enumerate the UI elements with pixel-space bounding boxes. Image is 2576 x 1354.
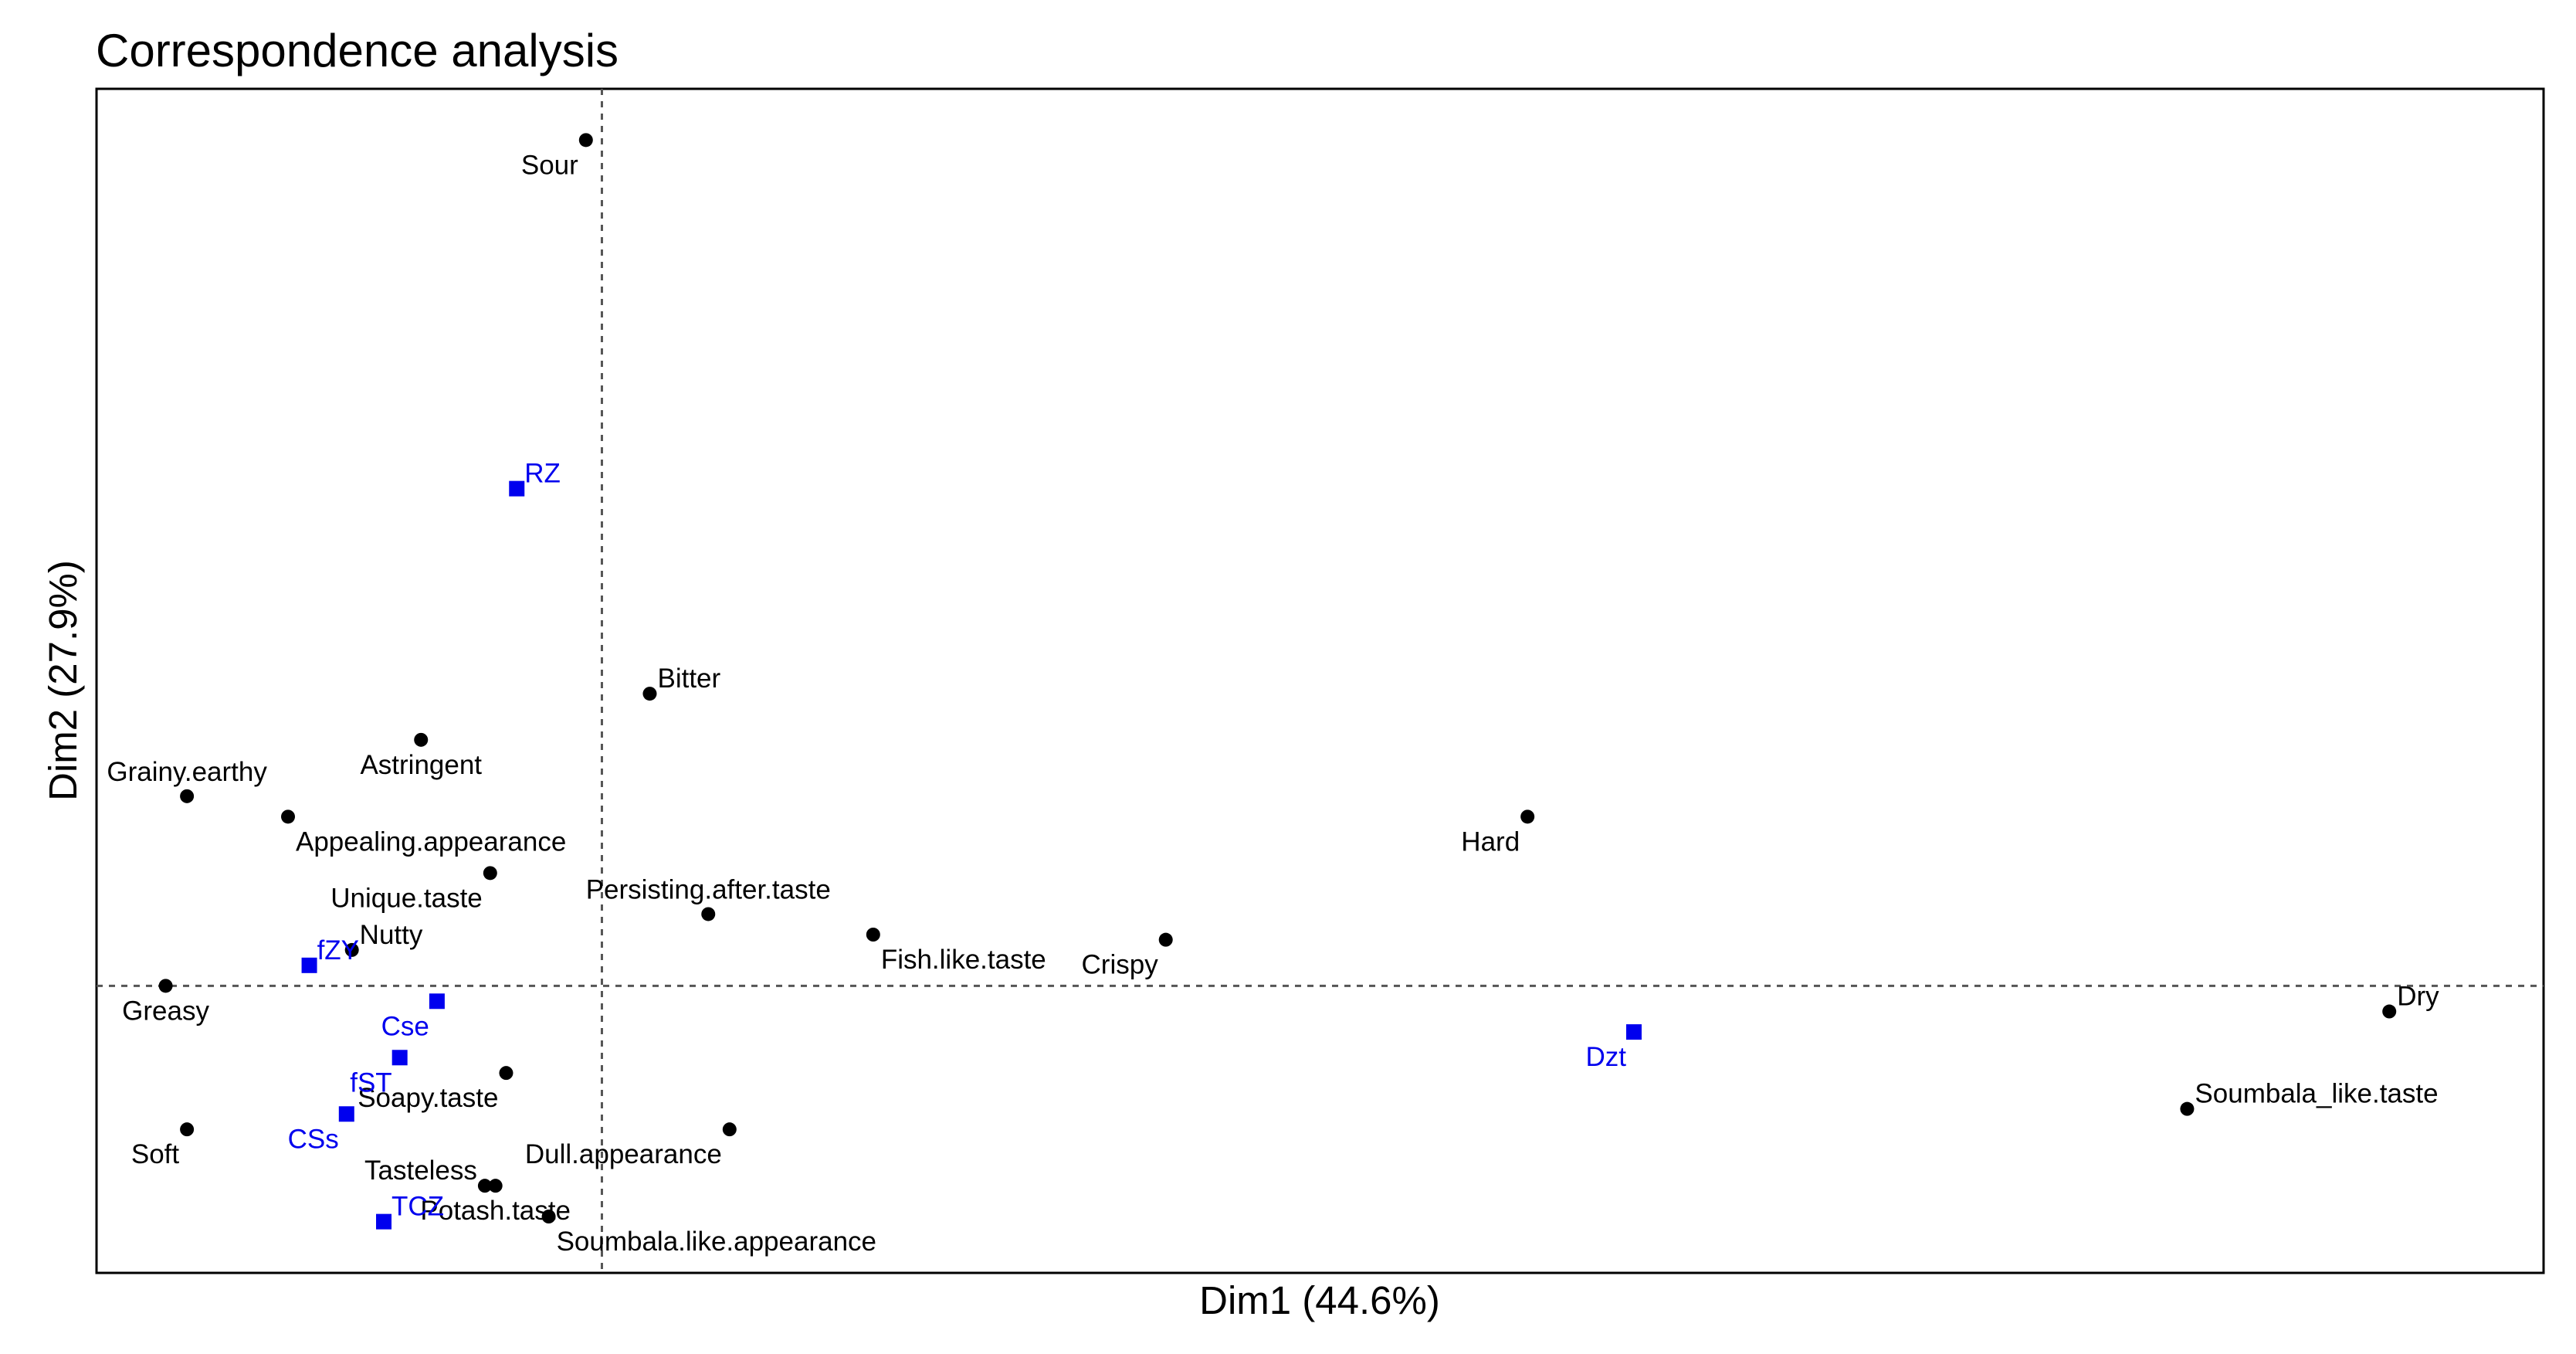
point-label-tasteless: Tasteless [364,1155,477,1186]
point-label-fzy: fZY [317,935,359,965]
point-appealing-appearance [281,809,296,824]
point-soapy-taste [499,1066,514,1081]
point-soumbala-like-appearance [541,1210,556,1223]
point-unique-taste [483,866,497,881]
point-crispy [1158,932,1173,947]
data-points: Sour Bitter Astringent Grainy.earthy Appeali… [107,133,2439,1257]
point-tasteless [477,1179,492,1193]
point-sour [578,133,593,148]
point-label-unique-taste: Unique.taste [330,883,483,913]
point-nutty [344,942,359,957]
plot-frame [95,87,2545,1274]
point-astringent [414,732,429,747]
point-label-astringent: Astringent [360,750,482,780]
point-hard [1520,809,1535,824]
point-potash-taste [488,1179,503,1193]
point-dry [2382,1004,2397,1019]
point-label-grainy-earthy: Grainy.earthy [107,757,267,787]
point-dull-appearance [722,1122,737,1137]
chart-title: Correspondence analysis [96,25,619,76]
point-label-rz: RZ [524,459,561,489]
point-dzt [1625,1024,1642,1040]
point-fst [391,1050,408,1066]
point-rz [509,480,525,497]
point-label-fish-like-taste: Fish.like.taste [881,945,1046,975]
point-fzy [301,957,317,973]
point-css [338,1106,354,1122]
x-axis-title: Dim1 (44.6%) [1199,1278,1440,1322]
point-label-css: CSs [288,1124,339,1154]
point-label-nutty: Nutty [360,920,423,950]
point-greasy [158,979,173,993]
point-label-bitter: Bitter [657,663,720,694]
point-grainy-earthy [180,789,195,803]
point-persisting-after-taste [701,907,716,921]
point-label-dry: Dry [2397,982,2439,1012]
point-label-cse: Cse [381,1011,429,1041]
point-label-crispy: Crispy [1082,950,1159,980]
point-soumbala-like-taste [2180,1101,2195,1116]
point-label-fst: fST [350,1067,391,1098]
point-cse [429,993,445,1010]
point-label-dzt: Dzt [1585,1042,1626,1072]
point-tcz [376,1213,392,1230]
point-label-sour: Sour [521,150,578,180]
point-bitter [642,687,657,701]
point-label-soft: Soft [131,1139,180,1169]
point-label-soumbala-like-taste: Soumbala_like.taste [2195,1079,2438,1109]
point-fish-like-taste [866,928,880,942]
point-label-appealing-appearance: Appealing.appearance [296,826,566,857]
point-label-dull-appearance: Dull.appearance [525,1139,722,1169]
point-label-tcz: TCZ [391,1192,444,1222]
point-label-greasy: Greasy [122,996,209,1026]
point-label-hard: Hard [1461,826,1520,857]
point-label-soapy-taste: Soapy.taste [358,1083,498,1113]
point-soft [180,1122,195,1137]
y-axis-title: Dim2 (27.9%) [41,560,85,801]
point-label-persisting-after-taste: Persisting.after.taste [586,874,831,904]
point-label-soumbala-like-appearance: Soumbala.like.appearance [557,1227,876,1257]
